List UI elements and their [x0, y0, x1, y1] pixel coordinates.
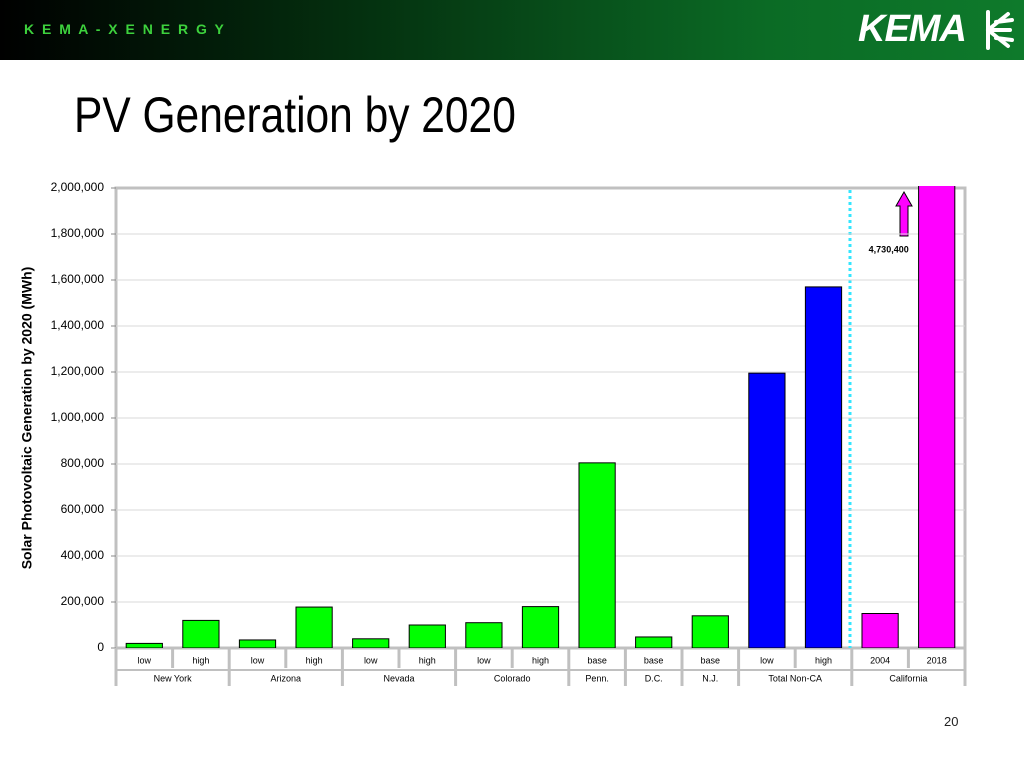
x-tick-label: low	[760, 655, 774, 665]
group-label: Penn.	[585, 673, 609, 683]
y-tick-label: 2,000,000	[51, 180, 105, 194]
y-tick-label: 200,000	[61, 594, 105, 608]
bar	[578, 462, 616, 648]
group-label: Nevada	[383, 673, 414, 683]
bars	[125, 186, 956, 648]
y-tick-label: 1,800,000	[51, 226, 105, 240]
group-label: N.J.	[702, 673, 718, 683]
bar	[238, 639, 277, 648]
x-tick-label: low	[251, 655, 265, 665]
group-label: Total Non-CA	[768, 673, 822, 683]
x-tick-label: 2018	[927, 655, 947, 665]
y-axis-label: Solar Photovoltaic Generation by 2020 (M…	[19, 267, 35, 570]
x-tick-label: high	[532, 655, 549, 665]
group-label: Colorado	[494, 673, 531, 683]
bar	[918, 186, 956, 648]
y-tick-label: 600,000	[61, 502, 105, 516]
bar	[521, 606, 560, 648]
bar	[748, 372, 786, 648]
x-tick-label: base	[587, 655, 607, 665]
x-tick-label: high	[192, 655, 209, 665]
group-label: New York	[154, 673, 193, 683]
bar	[182, 619, 220, 648]
bar	[295, 606, 333, 648]
bar	[861, 613, 899, 648]
bar	[804, 286, 843, 648]
bar	[465, 622, 503, 648]
y-tick-label: 1,600,000	[51, 272, 105, 286]
data-label: 4,730,400	[869, 244, 909, 254]
x-tick-label: base	[701, 655, 721, 665]
y-tick-label: 1,200,000	[51, 364, 105, 378]
logo-mark	[986, 10, 1014, 50]
x-tick-label: base	[644, 655, 664, 665]
group-label: D.C.	[645, 673, 663, 683]
header-bar: K E M A - X E N E R G Y KEMA	[0, 0, 1024, 60]
group-label: California	[889, 673, 927, 683]
y-tick-label: 0	[97, 640, 104, 654]
x-tick-label: low	[477, 655, 491, 665]
x-tick-label: high	[815, 655, 832, 665]
bar	[635, 636, 673, 648]
bar	[408, 624, 446, 648]
overflow-arrow	[895, 190, 913, 237]
x-tick-label: high	[306, 655, 323, 665]
y-tick-label: 1,000,000	[51, 410, 105, 424]
logo-text: KEMA	[858, 8, 967, 50]
x-tick-label: 2004	[870, 655, 890, 665]
x-tick-label: low	[364, 655, 378, 665]
bar	[352, 638, 390, 648]
y-tick-label: 800,000	[61, 456, 105, 470]
bar	[125, 642, 163, 648]
brand-text: K E M A - X E N E R G Y	[24, 21, 226, 37]
bar	[691, 615, 729, 648]
group-label: Arizona	[271, 673, 302, 683]
slide-title: PV Generation by 2020	[74, 87, 516, 143]
x-tick-label: low	[138, 655, 152, 665]
y-tick-label: 1,400,000	[51, 318, 105, 332]
page-number: 20	[944, 714, 959, 729]
x-tick-label: high	[419, 655, 436, 665]
y-tick-label: 400,000	[61, 548, 105, 562]
